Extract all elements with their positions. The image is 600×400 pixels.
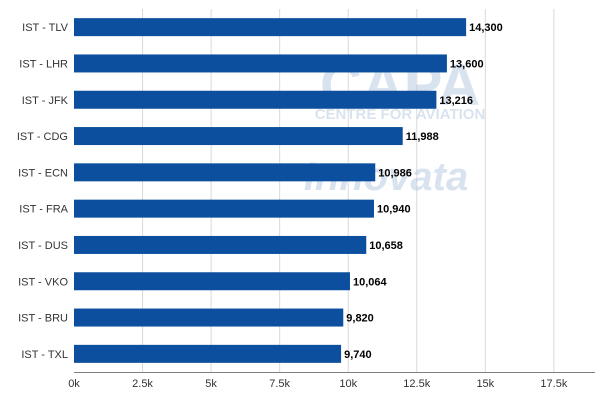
x-tick-label: 2.5k [132,378,153,390]
x-axis-ticks: 0k 2.5k 5k 7.5k 10k 12.5k 15k 17.5k [68,378,568,390]
data-label: 10,940 [377,204,411,216]
category-label: IST - DUS [18,240,68,252]
data-label: 9,820 [346,313,374,325]
bar [74,199,374,218]
bar [74,90,437,109]
category-label: IST - FRA [19,204,68,216]
bar [74,272,350,291]
bars [74,18,467,363]
category-label: IST - BRU [18,313,68,325]
category-label: IST - ECN [18,167,68,179]
bar [74,127,403,146]
bar [74,344,342,363]
x-tick-label: 17.5k [540,378,567,390]
bar [74,54,447,73]
category-label: IST - CDG [17,131,68,143]
bar [74,18,467,37]
data-label: 13,600 [450,58,484,70]
watermark-centre-for-aviation: CENTRE FOR AVIATION [315,106,486,123]
category-label: IST - TXL [21,349,68,361]
data-label: 10,986 [378,167,412,179]
category-label: IST - JFK [22,95,69,107]
bar [74,163,376,182]
bar [74,235,367,254]
category-label: IST - VKO [18,276,68,288]
x-tick-label: 12.5k [403,378,430,390]
data-label: 10,064 [353,276,388,288]
category-label: IST - TLV [22,22,69,34]
data-labels: 14,300 13,600 13,216 11,988 10,986 10,940 10,6… [344,22,503,361]
category-label: IST - LHR [19,58,68,70]
data-label: 13,216 [439,95,473,107]
data-label: 11,988 [406,131,439,143]
data-label: 10,658 [369,240,403,252]
x-tick-label: 5k [205,378,217,390]
x-tick-label: 10k [339,378,357,390]
category-labels: IST - TLV IST - LHR IST - JFK IST - CDG IST … [17,22,69,361]
x-tick-label: 7.5k [269,378,290,390]
x-tick-label: 15k [476,378,494,390]
data-label: 14,300 [469,22,503,34]
data-label: 9,740 [344,349,372,361]
watermark: CAPA CENTRE FOR AVIATION Innovata [304,53,486,199]
bar [74,308,344,327]
x-tick-label: 0k [68,378,80,390]
